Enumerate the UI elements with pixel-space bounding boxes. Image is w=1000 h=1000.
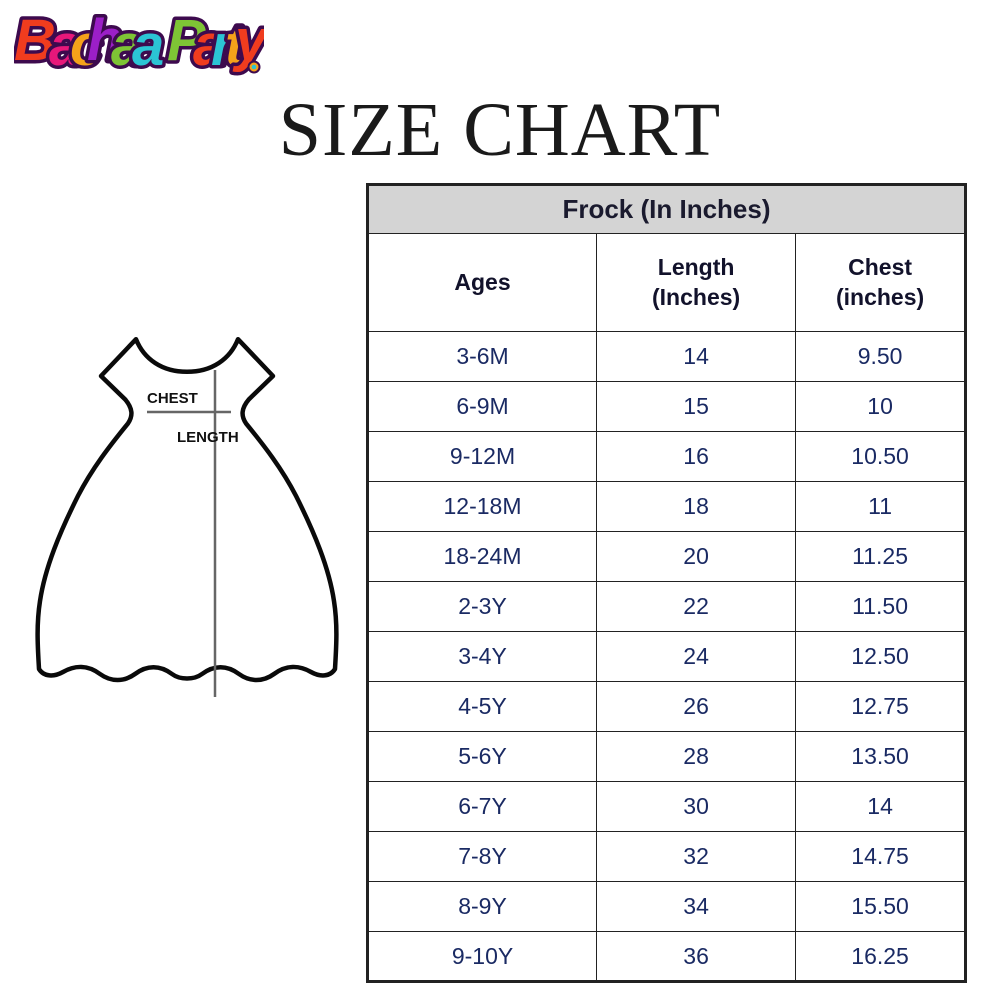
svg-text:CHEST: CHEST <box>147 390 198 407</box>
svg-text:LENGTH: LENGTH <box>177 429 239 446</box>
